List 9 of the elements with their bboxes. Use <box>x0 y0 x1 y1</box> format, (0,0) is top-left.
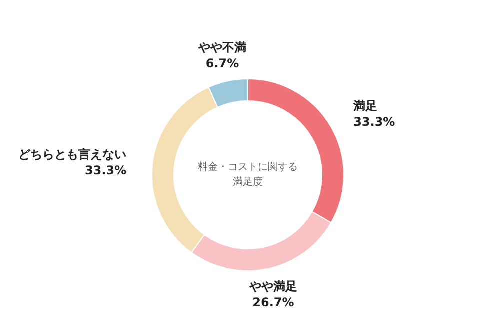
data-label: 33.3% <box>354 114 396 129</box>
slice-label: やや満足 <box>248 279 298 294</box>
slice-label: どちらとも言えない <box>18 147 127 162</box>
data-label: 26.7% <box>252 295 294 310</box>
data-label: 33.3% <box>85 163 127 178</box>
slice-label: 満足 <box>352 98 378 113</box>
slice-label: やや不満 <box>198 40 247 55</box>
data-label: 6.7% <box>206 56 240 71</box>
text: 料金・コストに関する満足度 <box>198 160 298 190</box>
